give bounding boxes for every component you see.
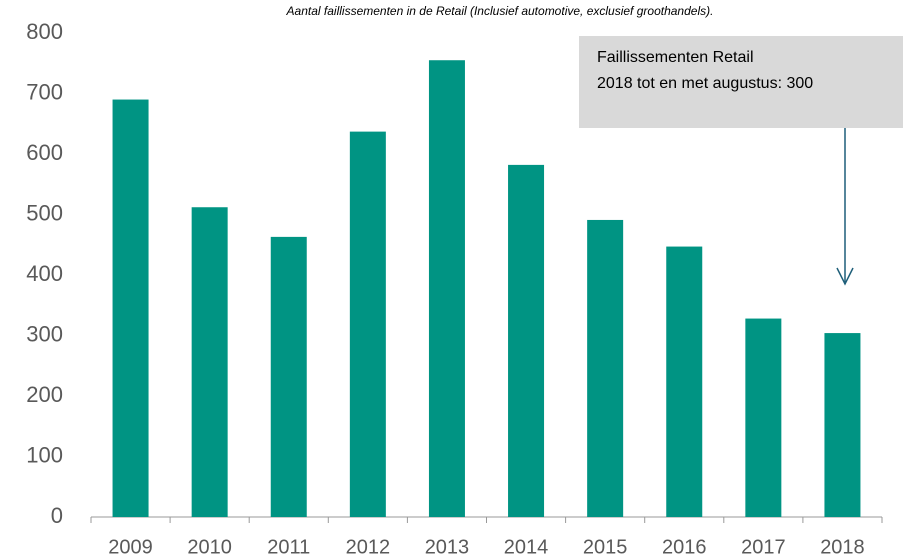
bar	[508, 164, 545, 517]
x-tick-label: 2016	[662, 536, 707, 558]
chart-title: Aantal faillissementen in de Retail (Inc…	[286, 4, 714, 18]
bar	[824, 333, 861, 517]
y-tick-label: 200	[26, 382, 63, 407]
y-tick-label: 0	[51, 503, 63, 528]
bar	[666, 246, 703, 517]
annotation-box	[579, 36, 903, 128]
arrow-head	[836, 267, 854, 286]
x-tick-label: 2010	[187, 536, 232, 558]
y-tick-label: 600	[26, 140, 63, 165]
y-tick-label: 700	[26, 79, 63, 104]
x-tick-label: 2013	[425, 536, 470, 558]
x-tick-label: 2015	[583, 536, 628, 558]
bar	[745, 318, 782, 517]
y-tick-label: 400	[26, 261, 63, 286]
bar	[270, 236, 307, 517]
y-tick-label: 800	[26, 19, 63, 44]
bar	[587, 219, 624, 517]
x-tick-label: 2012	[346, 536, 391, 558]
x-tick-label: 2017	[741, 536, 786, 558]
x-tick-label: 2018	[820, 536, 865, 558]
bar	[112, 99, 149, 518]
bar	[191, 207, 228, 518]
annotation-text: Faillissementen Retail	[597, 49, 754, 66]
bar	[428, 60, 465, 517]
x-tick-label: 2011	[267, 536, 310, 558]
x-tick-label: 2014	[504, 536, 549, 558]
bar	[349, 131, 386, 518]
annotation-text: 2018 tot en met augustus: 300	[597, 75, 813, 92]
y-tick-label: 300	[26, 321, 63, 346]
y-tick-label: 100	[26, 442, 63, 467]
x-tick-label: 2009	[108, 536, 153, 558]
y-tick-label: 500	[26, 200, 63, 225]
